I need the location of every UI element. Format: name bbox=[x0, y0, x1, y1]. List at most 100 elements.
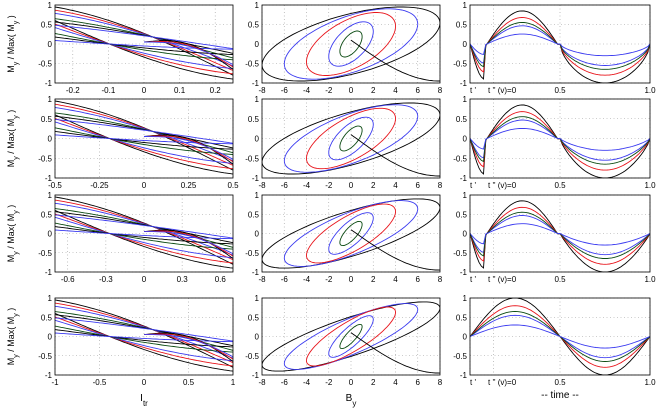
x-tick-label: -2 bbox=[325, 86, 333, 95]
series-group bbox=[55, 100, 233, 175]
x-tick-label: t ' bbox=[470, 86, 476, 95]
x-tick-label: 0.5 bbox=[554, 275, 566, 284]
y-tick-label: 0 bbox=[48, 135, 53, 144]
y-label-main: M bbox=[6, 160, 16, 168]
series-group bbox=[55, 6, 233, 80]
hysteresis-lower-branch bbox=[55, 134, 233, 145]
hysteresis-lower-branch bbox=[55, 121, 233, 164]
y-tick-label: -0.5 bbox=[453, 60, 467, 69]
hysteresis-lower-branch bbox=[55, 114, 233, 175]
x-tick-label: 0 bbox=[349, 181, 354, 190]
x-tick-label: -6 bbox=[281, 181, 289, 190]
y-tick-label: 1 bbox=[255, 95, 260, 104]
field-loop bbox=[306, 107, 396, 170]
x-tick-label: -0.1 bbox=[102, 86, 116, 95]
field-loop bbox=[283, 8, 419, 80]
hysteresis-lower-branch bbox=[55, 222, 233, 250]
minor-loop bbox=[144, 334, 233, 358]
axes-frame bbox=[261, 4, 441, 84]
x-tick-label: 2 bbox=[371, 181, 376, 190]
hysteresis-upper-branch bbox=[55, 299, 233, 368]
y-tick-label: 0.5 bbox=[248, 210, 260, 219]
y-tick-label: 0 bbox=[48, 230, 53, 239]
y-tick-label: 0.5 bbox=[41, 21, 53, 30]
y-tick-label: -0.5 bbox=[38, 154, 52, 163]
x-tick-label: -0.2 bbox=[66, 86, 80, 95]
x-tick-label: -8 bbox=[258, 86, 266, 95]
x-tick-label: 4 bbox=[393, 275, 398, 284]
hysteresis-lower-branch bbox=[55, 226, 233, 245]
x-tick-label: 6 bbox=[416, 275, 421, 284]
x-tick-label: 8 bbox=[438, 86, 443, 95]
y-tick-label: 1 bbox=[48, 191, 53, 200]
hysteresis-lower-branch bbox=[55, 127, 233, 155]
x-tick-label: 0.1 bbox=[174, 86, 186, 95]
x-tick-label: -4 bbox=[303, 275, 311, 284]
y-tick-label: -0.5 bbox=[38, 249, 52, 258]
field-loop bbox=[328, 21, 374, 67]
field-loop bbox=[262, 6, 440, 82]
axes-frame bbox=[469, 297, 651, 376]
x-tick-label: t ' bbox=[470, 378, 476, 387]
hysteresis-lower-branch bbox=[55, 23, 233, 75]
x-tick-label: 0.5 bbox=[554, 181, 566, 190]
x-label-sub: tr bbox=[143, 399, 148, 408]
field-loop bbox=[306, 203, 396, 264]
minor-loop bbox=[143, 40, 233, 70]
y-tick-label: -1 bbox=[252, 79, 260, 88]
x-tick-label: -1 bbox=[51, 378, 59, 387]
y-tick-label: 0 bbox=[48, 40, 53, 49]
panel-r4-right: -1 -0.5 0 0.5 1 t ' t '' (v)=0 0.5 1.0 bbox=[453, 294, 656, 387]
y-tick-label: 0 bbox=[255, 230, 260, 239]
hysteresis-lower-branch bbox=[55, 33, 233, 61]
y-tick-label: 0.5 bbox=[248, 115, 260, 124]
y-tick-label: 0 bbox=[463, 230, 468, 239]
hysteresis-upper-branch bbox=[55, 317, 233, 342]
series-group bbox=[55, 196, 233, 269]
x-tick-label: 1 bbox=[231, 378, 236, 387]
y-tick-label: -0.5 bbox=[453, 154, 467, 163]
y-axis-label: My / Max( My ) bbox=[6, 15, 20, 73]
series-group bbox=[470, 298, 650, 375]
time-trace bbox=[470, 119, 650, 161]
y-tick-label: 0 bbox=[463, 135, 468, 144]
virgin-curve bbox=[350, 39, 440, 82]
x-axis-label-left: Itr bbox=[140, 393, 148, 408]
x-tick-label: 0 bbox=[349, 86, 354, 95]
y-tick-label: 1 bbox=[255, 294, 260, 303]
field-loop bbox=[283, 200, 419, 267]
hysteresis-lower-branch bbox=[55, 325, 233, 353]
virgin-curve bbox=[350, 134, 440, 177]
hysteresis-upper-branch bbox=[55, 305, 233, 359]
minor-loop bbox=[144, 231, 233, 255]
minor-loop bbox=[143, 230, 233, 257]
y-tick-label: 0 bbox=[255, 333, 260, 342]
panel-r4-middle: -1 -0.5 0 0.5 1 -8 -6 -4 -2 0 2 4 6 8 bbox=[245, 294, 443, 387]
y-tick-label: 0.5 bbox=[41, 210, 53, 219]
x-tick-label: t '' (v)=0 bbox=[488, 275, 517, 284]
axes-frame bbox=[261, 194, 441, 273]
x-label-main: I bbox=[140, 393, 143, 404]
x-tick-label: 0.5 bbox=[183, 378, 195, 387]
hysteresis-upper-branch bbox=[55, 196, 233, 265]
x-tick-label: -0.5 bbox=[48, 181, 62, 190]
x-tick-label: 0 bbox=[142, 275, 147, 284]
hysteresis-upper-branch bbox=[55, 12, 233, 67]
panel-r3-middle: -1 -0.5 0 0.5 1 -8 -6 -4 -2 0 2 4 6 8 bbox=[245, 191, 443, 284]
x-axis-label-middle: By bbox=[346, 393, 357, 408]
y-tick-label: -0.5 bbox=[38, 352, 52, 361]
hysteresis-upper-branch bbox=[55, 115, 233, 149]
y-label-sub2: y bbox=[13, 313, 20, 317]
minor-loop bbox=[143, 229, 233, 259]
x-tick-label: 0.5 bbox=[554, 86, 566, 95]
x-tick-label: t ' bbox=[470, 181, 476, 190]
field-loop bbox=[339, 323, 363, 350]
y-axis-label: My / Max( My ) bbox=[6, 205, 20, 263]
x-tick-label: -0.3 bbox=[99, 275, 113, 284]
field-loop bbox=[306, 12, 396, 76]
axes-frame bbox=[469, 98, 651, 179]
axes-frame bbox=[469, 194, 651, 273]
hysteresis-lower-branch bbox=[55, 130, 233, 150]
x-tick-label: 8 bbox=[438, 275, 443, 284]
y-tick-label: 0.5 bbox=[456, 313, 468, 322]
